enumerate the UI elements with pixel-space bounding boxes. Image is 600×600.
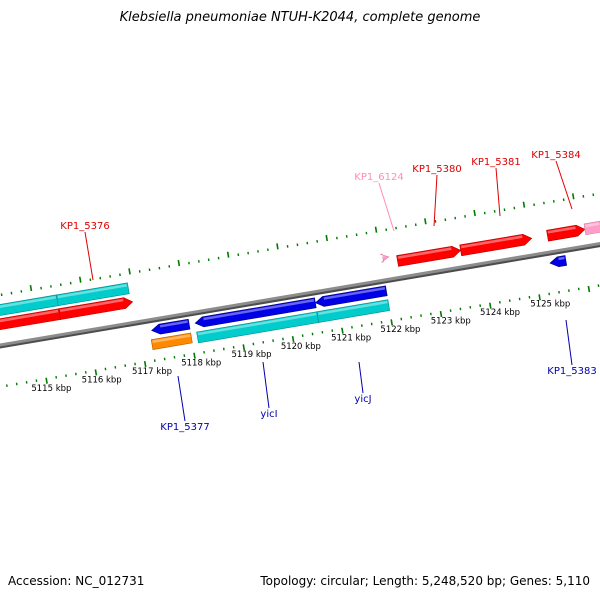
inner-tick-row-tick xyxy=(143,360,147,368)
outer-tick-row-tick xyxy=(473,209,476,217)
tick-label: 5123 kbp xyxy=(431,317,471,327)
outer-tick-row-tick xyxy=(325,234,329,242)
outer-tick-row-tick xyxy=(78,276,82,283)
backbone-shadow xyxy=(0,244,600,349)
outer-tick-row-tick xyxy=(276,243,279,250)
outer-tick-row-tick xyxy=(571,193,575,200)
forward-cds-KP1_5380-highlight xyxy=(397,247,452,259)
tick-label: 5124 kbp xyxy=(480,308,520,318)
gene-label-KP1_5377: KP1_5377 xyxy=(160,422,209,433)
map-title: Klebsiella pneumoniae NTUH-K2044, comple… xyxy=(119,10,481,25)
leader-yicJ xyxy=(358,361,364,394)
inner-tick-row-tick xyxy=(45,377,48,384)
forward-cds-KP1_5381 xyxy=(459,233,533,257)
gene-label-KP1_5383: KP1_5383 xyxy=(547,366,596,377)
rna-feature-lower-2-highlight xyxy=(318,300,388,315)
tick-label: 5120 kbp xyxy=(281,342,321,352)
forward-cds-KP1_5384-highlight xyxy=(547,226,576,234)
leader-KP1_5383 xyxy=(565,319,573,366)
outer-tick-row-tick xyxy=(177,259,181,267)
inner-tick-row-tick xyxy=(94,369,98,376)
forward-cds-KP1_5380 xyxy=(396,245,462,267)
outer-tick-row-tick xyxy=(424,218,427,225)
leader-KP1_5384 xyxy=(555,160,573,210)
leader-KP1_5381 xyxy=(495,167,501,217)
leader-KP1_6124 xyxy=(378,182,395,232)
forward-rna-feature-2 xyxy=(56,282,130,307)
rna-feature-lower-1-highlight xyxy=(197,312,317,336)
gene-label-KP1_6124: KP1_6124 xyxy=(354,172,403,183)
outer-tick-row-tick xyxy=(128,268,131,275)
tick-label: 5125 kbp xyxy=(530,300,570,310)
leader-KP1_5376 xyxy=(84,231,94,281)
tick-label: 5121 kbp xyxy=(331,333,371,343)
tick-label: 5117 kbp xyxy=(132,367,172,377)
inner-tick-row-tick xyxy=(587,285,591,293)
tick-label: 5122 kbp xyxy=(380,325,420,335)
tick-label: 5119 kbp xyxy=(232,350,272,360)
reverse-cds-KP1_5383-highlight xyxy=(558,256,565,261)
tick-label: 5118 kbp xyxy=(181,359,221,369)
gene-label-KP1_5380: KP1_5380 xyxy=(412,164,461,175)
outer-tick-row-tick xyxy=(374,226,378,233)
tick-label: 5115 kbp xyxy=(31,384,71,394)
leader-KP1_5380 xyxy=(433,174,438,227)
inner-tick-row-tick xyxy=(291,335,295,343)
inner-tick-row-tick xyxy=(439,310,443,318)
misc-feature-edge xyxy=(583,220,600,236)
gene-label-yicJ: yicJ xyxy=(354,394,371,405)
gene-label-yicI: yicI xyxy=(260,409,277,420)
reverse-cds-yicJ-highlight xyxy=(323,287,386,300)
forward-rna-feature-2-highlight xyxy=(57,284,127,299)
gene-label-KP1_5381: KP1_5381 xyxy=(471,157,520,168)
forward-cds-KP1_5381-highlight xyxy=(460,235,523,249)
gene-label-KP1_5376: KP1_5376 xyxy=(60,221,109,232)
forward-cds-feature-1-highlight xyxy=(0,309,59,323)
reverse-cds-yicJ xyxy=(314,285,388,307)
forward-rna-feature-1-highlight xyxy=(0,296,56,308)
reverse-cds-KP1_5377 xyxy=(151,318,191,335)
pseudogene-feature xyxy=(150,332,193,350)
backbone xyxy=(0,241,600,347)
reverse-cds-KP1_5383 xyxy=(549,255,568,268)
forward-cds-feature-2 xyxy=(58,297,134,320)
genome-summary-text: Topology: circular; Length: 5,248,520 bp… xyxy=(260,574,590,588)
misc-feature-KP1_6124 xyxy=(380,253,390,263)
pseudogene-feature-highlight xyxy=(152,334,191,343)
tick-label: 5116 kbp xyxy=(82,376,122,386)
leader-yicI xyxy=(262,361,270,409)
forward-cds-KP1_5384 xyxy=(546,224,586,242)
forward-cds-feature-2-highlight xyxy=(59,298,124,312)
outer-tick-row-tick xyxy=(522,201,526,208)
inner-tick-row-tick xyxy=(242,344,246,351)
outer-tick-row-tick xyxy=(226,251,230,258)
misc-feature-KP1_6124-highlight xyxy=(379,254,384,258)
misc-feature-edge-highlight xyxy=(585,222,600,228)
outer-tick-row-tick xyxy=(29,284,33,292)
accession-text: Accession: NC_012731 xyxy=(8,574,145,588)
inner-tick-row-tick xyxy=(193,352,196,359)
reverse-cds-yicI-highlight xyxy=(203,299,315,321)
reverse-cds-KP1_5377-highlight xyxy=(159,320,188,328)
inner-tick-row-tick xyxy=(341,327,344,334)
gene-label-KP1_5384: KP1_5384 xyxy=(531,150,580,161)
inner-tick-row-tick xyxy=(390,319,393,326)
leader-KP1_5377 xyxy=(177,375,186,422)
rna-feature-lower-2 xyxy=(316,299,391,323)
inner-tick-row-tick xyxy=(489,302,492,309)
inner-tick-row-tick xyxy=(538,294,541,301)
